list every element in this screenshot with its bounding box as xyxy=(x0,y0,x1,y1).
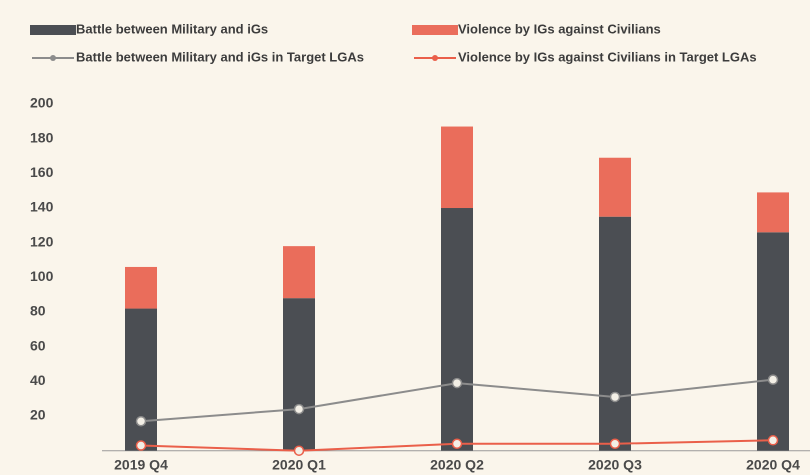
x-tick-label: 2020 Q4 xyxy=(746,457,800,473)
x-tick-label: 2019 Q4 xyxy=(114,457,168,473)
line-point xyxy=(767,435,779,446)
y-tick-label: 200 xyxy=(30,95,54,111)
y-tick-label: 140 xyxy=(30,199,54,215)
legend-label: Violence by IGs against Civilians xyxy=(458,21,661,36)
line-point xyxy=(135,440,147,451)
bar xyxy=(283,298,315,451)
legend-label: Battle between Military and iGs in Targe… xyxy=(76,49,364,64)
x-tick-label: 2020 Q2 xyxy=(430,457,484,473)
bar xyxy=(283,246,315,299)
bar xyxy=(125,266,157,309)
line-point xyxy=(293,445,305,456)
y-tick-label: 60 xyxy=(30,337,46,353)
bar xyxy=(757,232,789,451)
y-tick-label: 20 xyxy=(30,407,46,423)
line-point xyxy=(293,403,305,415)
bar xyxy=(757,192,789,233)
legend-swatch xyxy=(412,25,458,35)
line-point xyxy=(135,415,147,427)
line-point xyxy=(767,374,779,385)
y-tick-label: 40 xyxy=(30,372,46,388)
legend-swatch xyxy=(30,25,76,35)
line-point xyxy=(451,438,463,450)
y-tick-label: 120 xyxy=(30,233,54,249)
y-tick-label: 100 xyxy=(30,268,54,284)
line-point xyxy=(451,377,463,389)
line-point xyxy=(609,438,621,450)
y-tick-label: 180 xyxy=(30,129,54,145)
legend-label: Battle between Military and iGs xyxy=(76,21,268,36)
bar xyxy=(599,157,631,217)
bar xyxy=(599,216,631,451)
bar xyxy=(441,126,473,209)
legend-dot xyxy=(432,55,438,61)
y-tick-label: 80 xyxy=(30,303,46,319)
legend-label: Violence by IGs against Civilians in Tar… xyxy=(458,49,757,64)
legend-dot xyxy=(50,55,56,61)
x-tick-label: 2020 Q3 xyxy=(588,457,642,473)
y-tick-label: 160 xyxy=(30,164,54,180)
bar xyxy=(125,308,157,451)
x-tick-label: 2020 Q1 xyxy=(272,457,326,473)
line-point xyxy=(609,391,621,403)
bar xyxy=(441,208,473,451)
